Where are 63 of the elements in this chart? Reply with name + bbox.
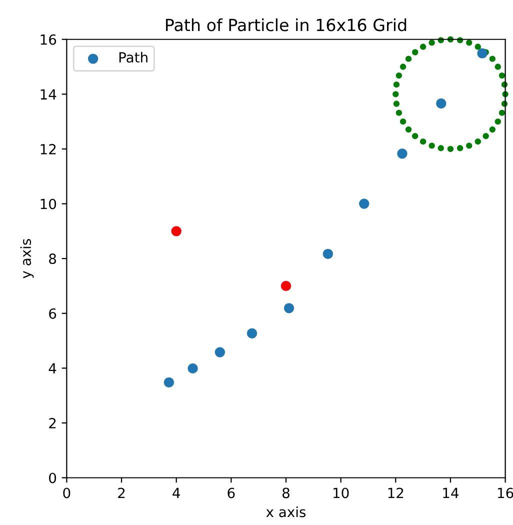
x-tick-label: 14 bbox=[443, 488, 459, 498]
y-axis-title: y axis bbox=[20, 239, 34, 278]
x-tick-label: 16 bbox=[498, 488, 513, 498]
point bbox=[466, 40, 472, 46]
point bbox=[474, 138, 481, 145]
point bbox=[489, 126, 496, 133]
point bbox=[477, 48, 488, 58]
point bbox=[438, 145, 444, 152]
y-tick-label: 12 bbox=[40, 144, 56, 154]
point bbox=[489, 56, 496, 62]
y-tick-label: 14 bbox=[40, 89, 56, 100]
point bbox=[412, 132, 418, 140]
y-tick-label: 2 bbox=[49, 418, 56, 428]
point bbox=[412, 49, 418, 56]
point bbox=[494, 118, 502, 125]
point bbox=[428, 142, 435, 149]
x-tick-label: 12 bbox=[388, 488, 404, 498]
point bbox=[498, 110, 506, 116]
point bbox=[280, 280, 292, 292]
point bbox=[405, 126, 412, 133]
point bbox=[456, 145, 464, 152]
x-axis-title: x axis bbox=[266, 506, 306, 518]
point bbox=[214, 347, 226, 358]
legend-label: Path bbox=[119, 52, 148, 63]
x-tick-label: 8 bbox=[282, 488, 290, 498]
point bbox=[498, 72, 506, 79]
point bbox=[405, 56, 412, 62]
point bbox=[393, 100, 400, 107]
point bbox=[392, 91, 399, 98]
x-tick-label: 4 bbox=[172, 488, 180, 498]
y-tick-label: 10 bbox=[40, 198, 56, 210]
y-tick-label: 6 bbox=[49, 308, 56, 319]
y-tick-label: 16 bbox=[40, 34, 56, 45]
x-tick-label: 2 bbox=[118, 488, 125, 498]
point bbox=[396, 110, 402, 116]
point bbox=[188, 363, 198, 374]
point bbox=[420, 138, 426, 145]
x-tick-label: 10 bbox=[334, 488, 349, 498]
point bbox=[494, 64, 502, 70]
point bbox=[428, 40, 435, 46]
point bbox=[171, 226, 182, 236]
point bbox=[447, 146, 454, 152]
x-tick-label: 0 bbox=[63, 488, 70, 498]
point bbox=[400, 64, 406, 70]
point bbox=[436, 98, 446, 109]
point bbox=[322, 248, 334, 259]
point bbox=[393, 81, 400, 88]
point bbox=[482, 132, 489, 140]
point bbox=[400, 118, 406, 125]
chart-title: Path of Particle in 16x16 Grid bbox=[166, 18, 406, 32]
y-tick-label: 4 bbox=[48, 363, 56, 374]
y-tick-label: 0 bbox=[49, 472, 56, 484]
point bbox=[396, 72, 402, 79]
y-tick-label: 8 bbox=[49, 254, 56, 264]
point bbox=[284, 303, 294, 314]
point bbox=[474, 44, 481, 50]
x-tick-label: 6 bbox=[228, 488, 235, 498]
point bbox=[164, 377, 174, 388]
point bbox=[246, 328, 258, 338]
point bbox=[397, 148, 408, 159]
point bbox=[420, 44, 426, 50]
point bbox=[359, 198, 370, 209]
point bbox=[466, 142, 472, 149]
